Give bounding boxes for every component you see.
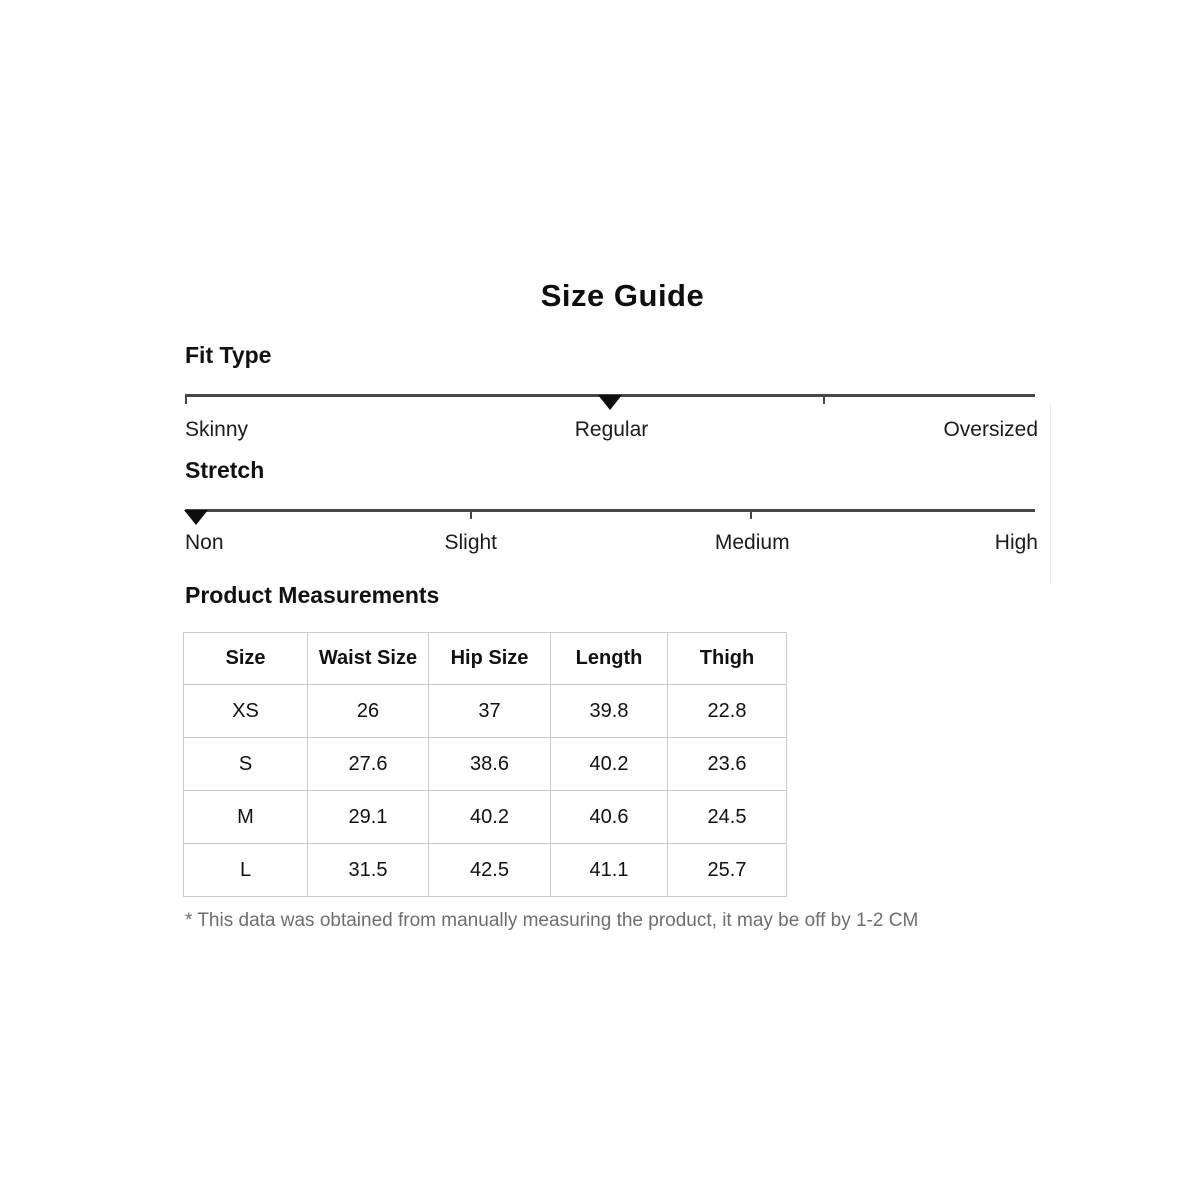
page-title: Size Guide [540,278,705,313]
cell-waist: 29.1 [307,790,429,844]
column-header-hip: Hip Size [428,632,551,685]
fit-type-slider-track [185,394,1035,410]
stretch-option-medium: Medium [714,531,790,554]
table-row-m: M 29.1 40.2 40.6 24.5 [183,790,787,844]
cell-thigh: 23.6 [667,737,787,791]
cell-size: M [183,790,308,844]
stretch-tick-slight [469,511,472,519]
cell-length: 39.8 [550,684,668,738]
fit-type-tick-start [185,396,187,404]
column-header-size: Size [183,632,308,685]
stretch-scale-labels: Non Slight Medium High [185,531,1038,555]
cell-length: 40.6 [550,790,668,844]
cell-size: XS [183,684,308,738]
stretch-option-slight: Slight [444,531,498,554]
fit-type-tick-75 [822,396,825,404]
column-header-waist: Waist Size [307,632,429,685]
table-header-row: Size Waist Size Hip Size Length Thigh [183,632,787,685]
measurements-table: Size Waist Size Hip Size Length Thigh XS… [183,632,787,897]
stretch-slider-track [184,509,1035,525]
stretch-option-high: High [994,531,1038,554]
cell-hip: 38.6 [428,737,551,791]
cell-hip: 42.5 [428,843,551,897]
cell-size: S [183,737,308,791]
fit-type-option-regular: Regular [574,418,649,441]
cell-length: 40.2 [550,737,668,791]
table-row-s: S 27.6 38.6 40.2 23.6 [183,737,787,791]
stretch-tick-medium [750,511,753,519]
stretch-marker-triangle-icon [184,510,209,525]
cell-thigh: 25.7 [667,843,787,897]
cell-waist: 26 [307,684,429,738]
measurement-disclaimer: * This data was obtained from manually m… [185,910,919,931]
stretch-label: Stretch [185,457,265,483]
cell-hip: 40.2 [428,790,551,844]
fit-type-marker-triangle-icon [598,395,622,410]
fit-type-label: Fit Type [185,342,272,368]
cell-size: L [183,843,308,897]
cell-waist: 27.6 [307,737,429,791]
column-header-length: Length [550,632,668,685]
column-header-thigh: Thigh [667,632,787,685]
fit-type-option-skinny: Skinny [185,418,249,441]
table-row-l: L 31.5 42.5 41.1 25.7 [183,843,787,897]
cell-thigh: 22.8 [667,684,787,738]
cell-hip: 37 [428,684,551,738]
cell-length: 41.1 [550,843,668,897]
product-measurements-label: Product Measurements [185,582,440,608]
cell-waist: 31.5 [307,843,429,897]
stretch-option-non: Non [185,531,224,554]
fit-type-scale-labels: Skinny Regular Oversized [185,418,1038,442]
cell-thigh: 24.5 [667,790,787,844]
fit-type-option-oversized: Oversized [943,418,1038,441]
table-row-xs: XS 26 37 39.8 22.8 [183,684,787,738]
card-right-border [1050,403,1051,585]
